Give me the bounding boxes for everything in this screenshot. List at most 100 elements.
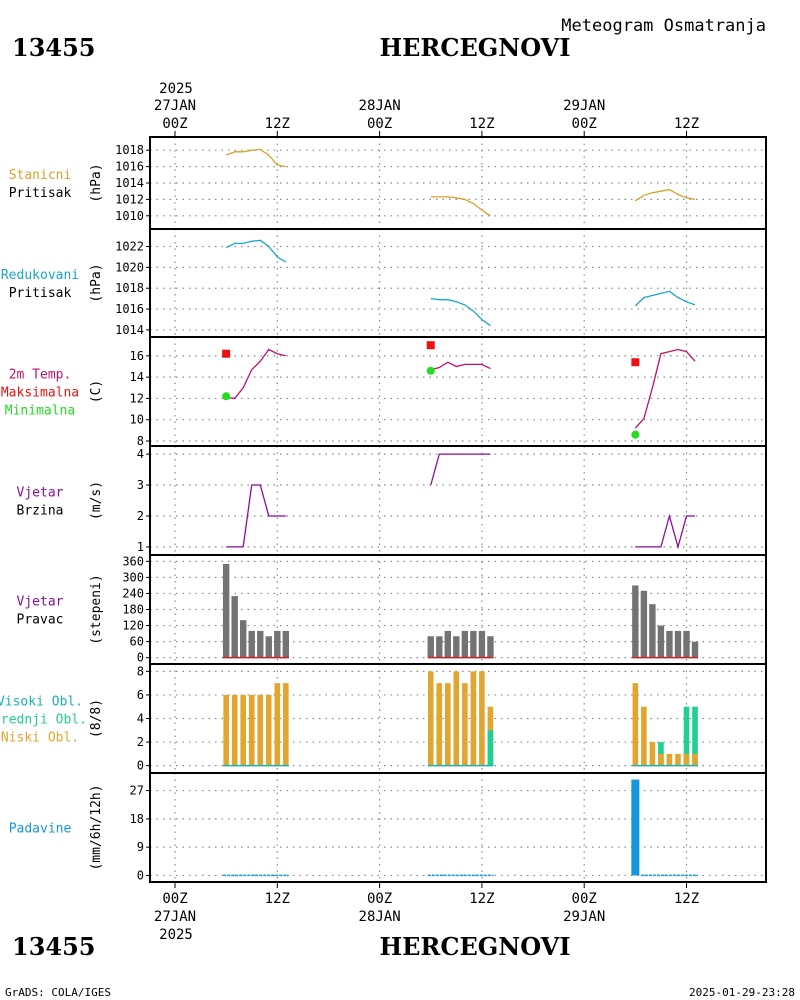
low-cloud-bar: [436, 683, 443, 766]
wind-dir-bar: [657, 625, 665, 658]
y-tick-label: 1020: [115, 260, 144, 274]
x-tick-label-bottom-hour: 00Z: [572, 891, 597, 907]
wind-dir-bar: [248, 630, 255, 658]
low-cloud-bar: [470, 671, 477, 766]
reduced_pressure-line: [634, 290, 696, 307]
low-cloud-bar: [231, 694, 238, 766]
station_pressure-line: [430, 196, 491, 217]
y-axis-unit: (hPa): [89, 263, 104, 302]
wind-dir-bar: [640, 590, 648, 658]
y-tick-label: 2: [137, 735, 144, 749]
y-tick-label: 16: [130, 349, 144, 363]
panel-label: Pravac: [17, 613, 64, 628]
y-tick-label: 1016: [115, 160, 144, 174]
panel-frame: [149, 445, 767, 556]
chart-subtitle: Meteogram Osmatranja: [561, 16, 766, 36]
x-tick-label-bottom-hour: 00Z: [162, 891, 187, 907]
y-tick-label: 27: [130, 784, 144, 798]
wind_speed-line: [635, 513, 695, 550]
wind-dir-bar: [265, 636, 272, 658]
station_pressure-line: [634, 188, 696, 202]
x-tick-label-top-hour: 00Z: [572, 116, 597, 132]
x-tick-label-bottom-hour: 00Z: [367, 891, 392, 907]
footer-left: GrADS: COLA/IGES: [5, 986, 111, 999]
x-tick-label-top-day: 29JAN: [563, 98, 605, 114]
wind-dir-bar: [240, 620, 247, 658]
wind-dir-bar: [478, 630, 486, 658]
mid-cloud-bar: [692, 706, 698, 766]
low-cloud-bar: [240, 694, 246, 766]
low-cloud-bar: [666, 753, 673, 766]
min-temp-marker: [222, 392, 231, 401]
x-tick-label-bottom-day: 27JAN: [154, 909, 196, 925]
y-axis-unit: (C): [89, 380, 104, 403]
y-tick-label: 6: [137, 688, 144, 702]
low-cloud-bar: [283, 683, 289, 766]
panel-label: Vjetar: [17, 486, 64, 501]
wind-dir-bar: [231, 596, 238, 658]
max-temp-marker: [631, 358, 640, 367]
y-tick-label: 14: [130, 370, 144, 384]
panel-label: Maksimalna: [1, 386, 79, 401]
wind-dir-bar: [444, 630, 451, 658]
wind_speed-line: [226, 484, 286, 548]
y-tick-label: 240: [122, 586, 144, 600]
panel-label: Vjetar: [17, 595, 64, 610]
panel-frame: [149, 772, 767, 883]
y-tick-label: 0: [137, 759, 144, 773]
y-tick-label: 0: [137, 651, 144, 665]
wind-dir-bar: [683, 630, 690, 658]
low-cloud-bar: [692, 753, 698, 766]
y-tick-label: 1014: [115, 323, 144, 337]
year-top: 2025: [159, 81, 193, 97]
panel-label: Niski Obl.: [1, 731, 79, 746]
y-axis-unit: (stepeni): [89, 574, 104, 644]
y-tick-label: 300: [122, 570, 144, 584]
x-tick-label-top-hour: 12Z: [674, 116, 699, 132]
wind-dir-bar: [487, 636, 494, 658]
max-temp-marker: [222, 349, 231, 358]
y-tick-label: 1018: [115, 143, 144, 157]
wind-dir-bar: [257, 630, 264, 658]
y-tick-label: 10: [130, 413, 144, 427]
low-cloud-bar: [675, 753, 681, 766]
wind-dir-bar: [461, 630, 469, 658]
wind-dir-bar: [427, 636, 434, 658]
wind-dir-bar: [470, 630, 477, 658]
reduced_pressure-line: [225, 239, 287, 263]
x-tick-label-bottom-hour: 12Z: [265, 891, 290, 907]
y-axis-unit: (m/s): [89, 481, 104, 520]
x-tick-label-bottom-hour: 12Z: [674, 891, 699, 907]
panel-label: 2m Temp.: [9, 368, 72, 383]
y-tick-label: 8: [137, 434, 144, 448]
panel-label: Minimalna: [5, 404, 75, 419]
low-cloud-bar: [641, 706, 647, 766]
y-tick-label: 0: [137, 868, 144, 882]
low-cloud-bar: [427, 671, 434, 766]
y-tick-label: 1012: [115, 192, 144, 206]
low-cloud-bar: [479, 671, 485, 766]
low-cloud-bar: [257, 694, 264, 766]
panel-frame: [149, 228, 767, 338]
max-temp-marker: [426, 341, 435, 350]
wind-dir-bar: [274, 630, 281, 658]
wind-dir-bar: [436, 636, 443, 658]
panel-label: Visoki Obl.: [0, 695, 83, 710]
wind-dir-bar: [453, 636, 460, 658]
wind-dir-bar: [649, 604, 656, 658]
wind-dir-bar: [222, 564, 230, 658]
y-tick-label: 180: [122, 603, 144, 617]
wind-dir-bar: [632, 585, 639, 658]
panel-label: Pritisak: [9, 286, 72, 301]
low-cloud-bar: [265, 694, 272, 766]
panel-label: Stanicni: [9, 168, 72, 183]
y-axis-unit: (hPa): [89, 163, 104, 202]
wind_speed-line: [430, 453, 491, 486]
y-axis-unit: (mm/6h/12h): [89, 784, 104, 870]
low-cloud-bar: [649, 742, 656, 766]
y-tick-label: 1: [137, 540, 144, 554]
wind-dir-bar: [674, 630, 682, 658]
panel-label: Padavine: [9, 822, 72, 837]
year-bottom: 2025: [159, 927, 193, 943]
